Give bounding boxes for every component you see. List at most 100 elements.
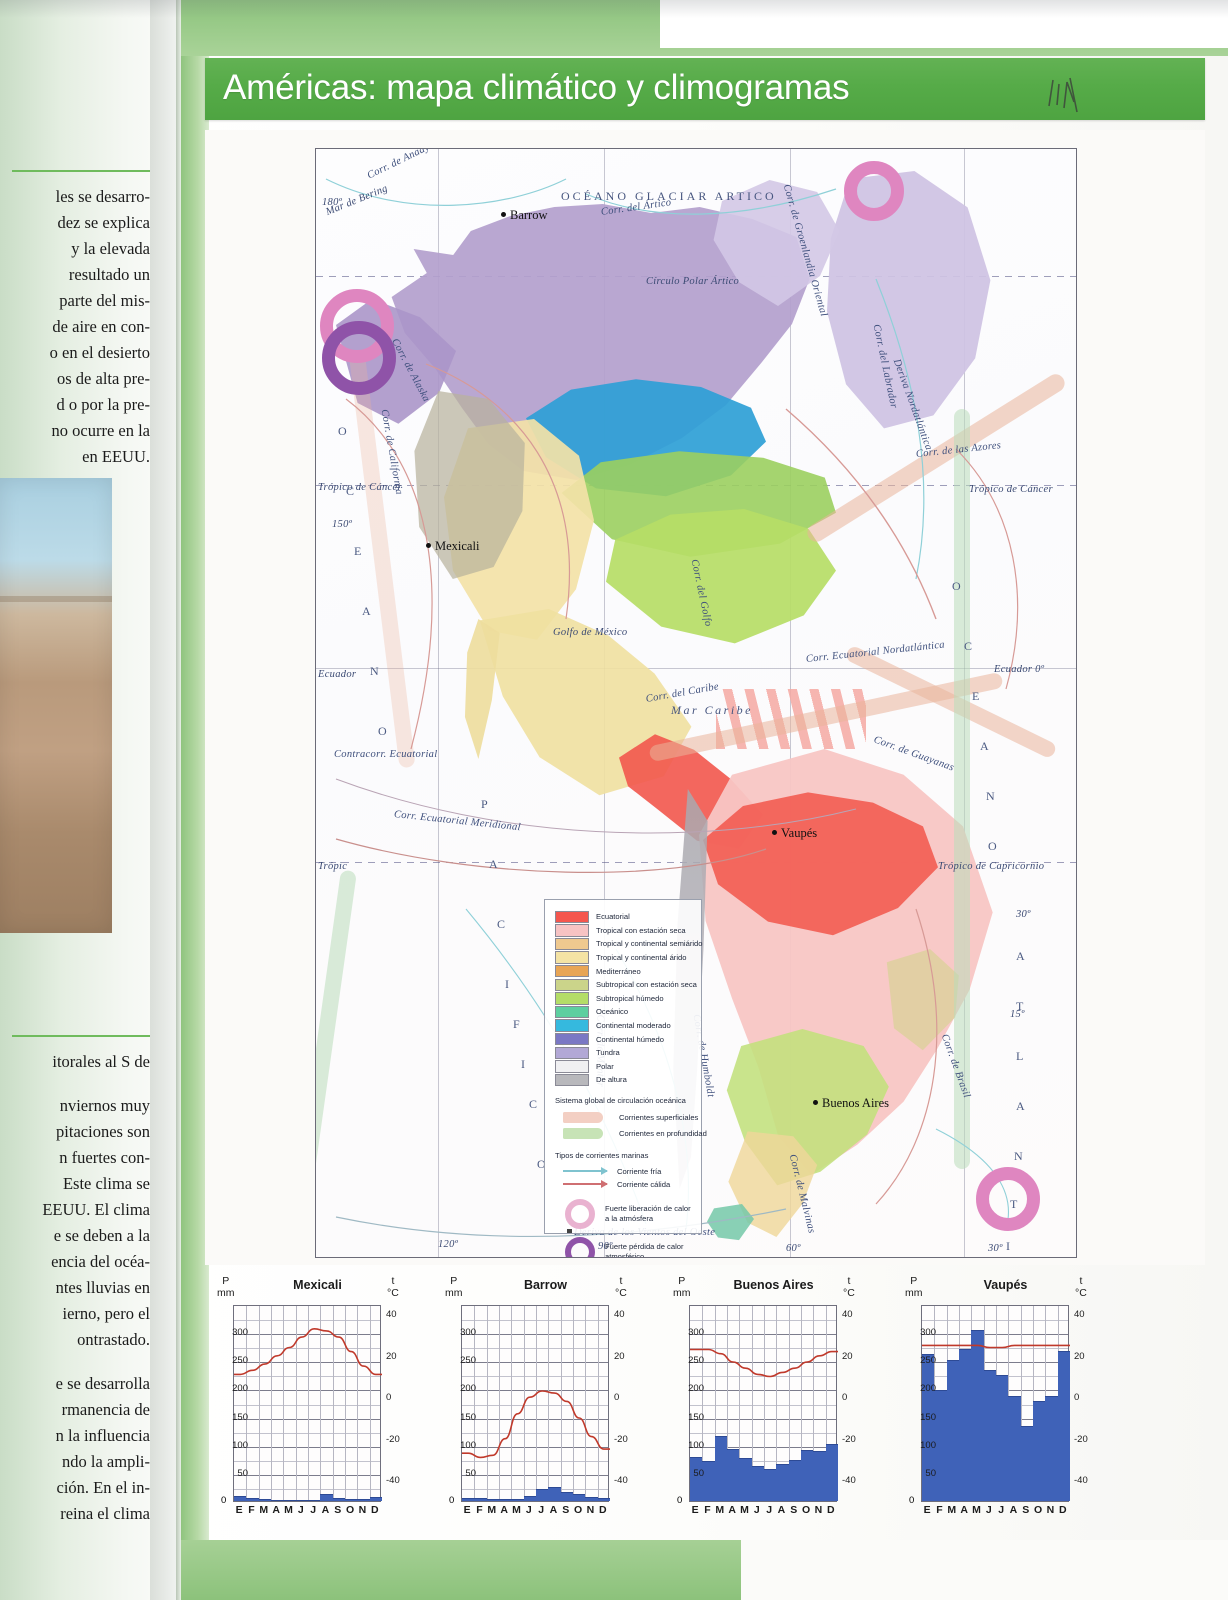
temperature-curve	[690, 1348, 838, 1378]
y-axis-tick-left: 250	[920, 1355, 936, 1367]
month-label: E	[235, 1504, 243, 1516]
precipitation-bar	[764, 1468, 777, 1501]
temperature-curve	[234, 1327, 382, 1376]
text-line: ntes lluvias en	[55, 1278, 150, 1297]
white-top-corner	[660, 0, 1228, 48]
text-line: os de alta pre-	[57, 369, 150, 388]
month-label: M	[715, 1504, 725, 1516]
ocean-letter: T	[1016, 999, 1024, 1013]
y-axis-tick-left: 50	[925, 1467, 936, 1479]
gridline-vertical	[499, 1306, 500, 1501]
y-axis-tick-left: 100	[688, 1439, 704, 1451]
month-label: M	[972, 1504, 981, 1516]
text-line: pitaciones son	[56, 1122, 150, 1141]
gridline-horizontal	[462, 1418, 608, 1420]
graticule-label: 90º	[598, 1241, 613, 1252]
precipitation-bar	[345, 1498, 358, 1501]
ocean-letter: O	[988, 839, 997, 853]
month-label: E	[923, 1504, 931, 1516]
temperature-curve	[462, 1390, 610, 1459]
legend-label: Subtropical húmedo	[596, 993, 664, 1003]
legend-circulation-title: Sistema global de circulación oceánica	[555, 1095, 686, 1105]
ocean-letter: A	[1016, 1099, 1025, 1113]
month-label: J	[766, 1504, 773, 1516]
legend-circulation-list: Corrientes superficiales Corrientes en pr…	[555, 1110, 707, 1142]
month-label: D	[598, 1504, 607, 1516]
axis-label-celsius: °C	[387, 1286, 399, 1299]
precipitation-bar	[959, 1349, 972, 1501]
axis-label-t: t	[847, 1275, 851, 1287]
legend-color-swatch	[555, 951, 589, 964]
gulf-label-mexico: Golfo de México	[553, 627, 628, 638]
axis-label-p: P	[450, 1275, 458, 1287]
precipitation-bar	[983, 1370, 996, 1501]
month-label: E	[691, 1504, 699, 1516]
ocean-letter: A	[362, 604, 371, 618]
legend-item: Tundra	[555, 1046, 693, 1060]
axis-label-mm: mm	[217, 1286, 235, 1299]
gridline-horizontal	[234, 1404, 380, 1406]
y-axis-tick-right: 20	[614, 1350, 625, 1362]
text-line: ierno, pero el	[62, 1304, 150, 1323]
gridline-vertical	[369, 1306, 371, 1501]
heat-loss-ring-pacific	[322, 321, 396, 395]
y-axis-tick-zero: 0	[449, 1495, 455, 1506]
precipitation-bar	[1033, 1401, 1046, 1501]
ocean-letter: A	[489, 857, 498, 871]
y-axis-tick-right: -40	[1074, 1475, 1088, 1487]
y-axis-tick-left: 200	[232, 1383, 248, 1395]
gridline-horizontal	[922, 1334, 1068, 1336]
precipitation-bar	[788, 1459, 801, 1501]
graticule-label: Trópic	[318, 861, 348, 872]
month-label: A	[777, 1504, 786, 1516]
month-label: M	[512, 1504, 521, 1516]
gridline-horizontal	[234, 1348, 380, 1350]
y-axis-tick-right: 20	[1074, 1350, 1085, 1362]
green-left-band	[181, 0, 209, 1600]
precipitation-bar	[573, 1493, 586, 1501]
legend-label: Tundra	[596, 1048, 620, 1058]
gridline-vertical	[246, 1306, 248, 1501]
text-line: encia del océa-	[51, 1252, 150, 1271]
ocean-letter: N	[986, 789, 995, 803]
gridline-vertical	[283, 1306, 285, 1501]
graticule-label: Ecuador	[318, 669, 357, 680]
y-axis-tick-left: 250	[232, 1355, 248, 1367]
graticule-label: Trópico de Capricornio	[938, 861, 1045, 872]
ocean-letter: C	[497, 917, 506, 931]
ocean-letter: A	[980, 739, 989, 753]
precipitation-bar	[801, 1450, 814, 1501]
graticule-label: 15º	[1010, 1009, 1025, 1020]
arrow-icon	[563, 1180, 608, 1189]
legend-label: Tropical con estación seca	[596, 925, 686, 935]
heat-release-ring-south-atlantic	[976, 1167, 1040, 1231]
gridline-horizontal	[690, 1418, 836, 1420]
legend-color-swatch	[555, 910, 589, 923]
precipitation-bar	[369, 1496, 382, 1501]
ocean-letter: N	[1014, 1149, 1023, 1163]
gridline-horizontal	[690, 1362, 836, 1364]
climogram-title: Buenos Aires	[733, 1278, 814, 1292]
precipitation-bar	[690, 1456, 703, 1501]
month-label: M	[947, 1504, 957, 1516]
text-line: nviernos muy	[59, 1096, 150, 1115]
ocean-letter: O	[338, 424, 347, 438]
legend-label: Tropical y continental árido	[596, 953, 687, 963]
gridline-horizontal	[690, 1348, 836, 1350]
gridline-horizontal	[234, 1446, 380, 1448]
gridline-horizontal	[234, 1362, 380, 1364]
legend-label: Oceánico	[596, 1007, 629, 1017]
left-text-column-top: les se desarro- dez se explica y la elev…	[0, 170, 150, 470]
gridline-vertical	[585, 1306, 587, 1501]
legend-color-swatch	[555, 992, 589, 1005]
y-axis-tick-left: 50	[237, 1467, 248, 1479]
legend-item: Continental moderado	[555, 1019, 693, 1033]
gridline-vertical	[474, 1306, 476, 1501]
y-axis-tick-right: -20	[614, 1433, 628, 1445]
precipitation-bar	[271, 1499, 284, 1501]
gridline-vertical	[1020, 1306, 1022, 1501]
climate-map[interactable]: O C E A N O P A C I F I C O O C E A N O A T L A N T I Círculo Pola…	[315, 148, 1077, 1258]
month-label: O	[1034, 1504, 1043, 1516]
